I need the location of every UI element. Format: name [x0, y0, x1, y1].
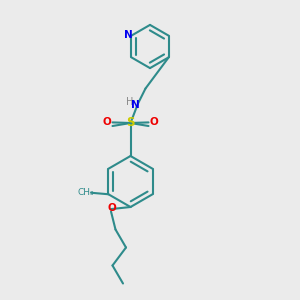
Text: O: O — [107, 203, 116, 213]
Text: CH₃: CH₃ — [77, 188, 94, 197]
Text: O: O — [103, 117, 112, 128]
Text: H: H — [126, 97, 133, 107]
Text: N: N — [130, 100, 140, 110]
Text: S: S — [126, 116, 135, 130]
Text: O: O — [149, 117, 158, 128]
Text: N: N — [124, 30, 133, 40]
